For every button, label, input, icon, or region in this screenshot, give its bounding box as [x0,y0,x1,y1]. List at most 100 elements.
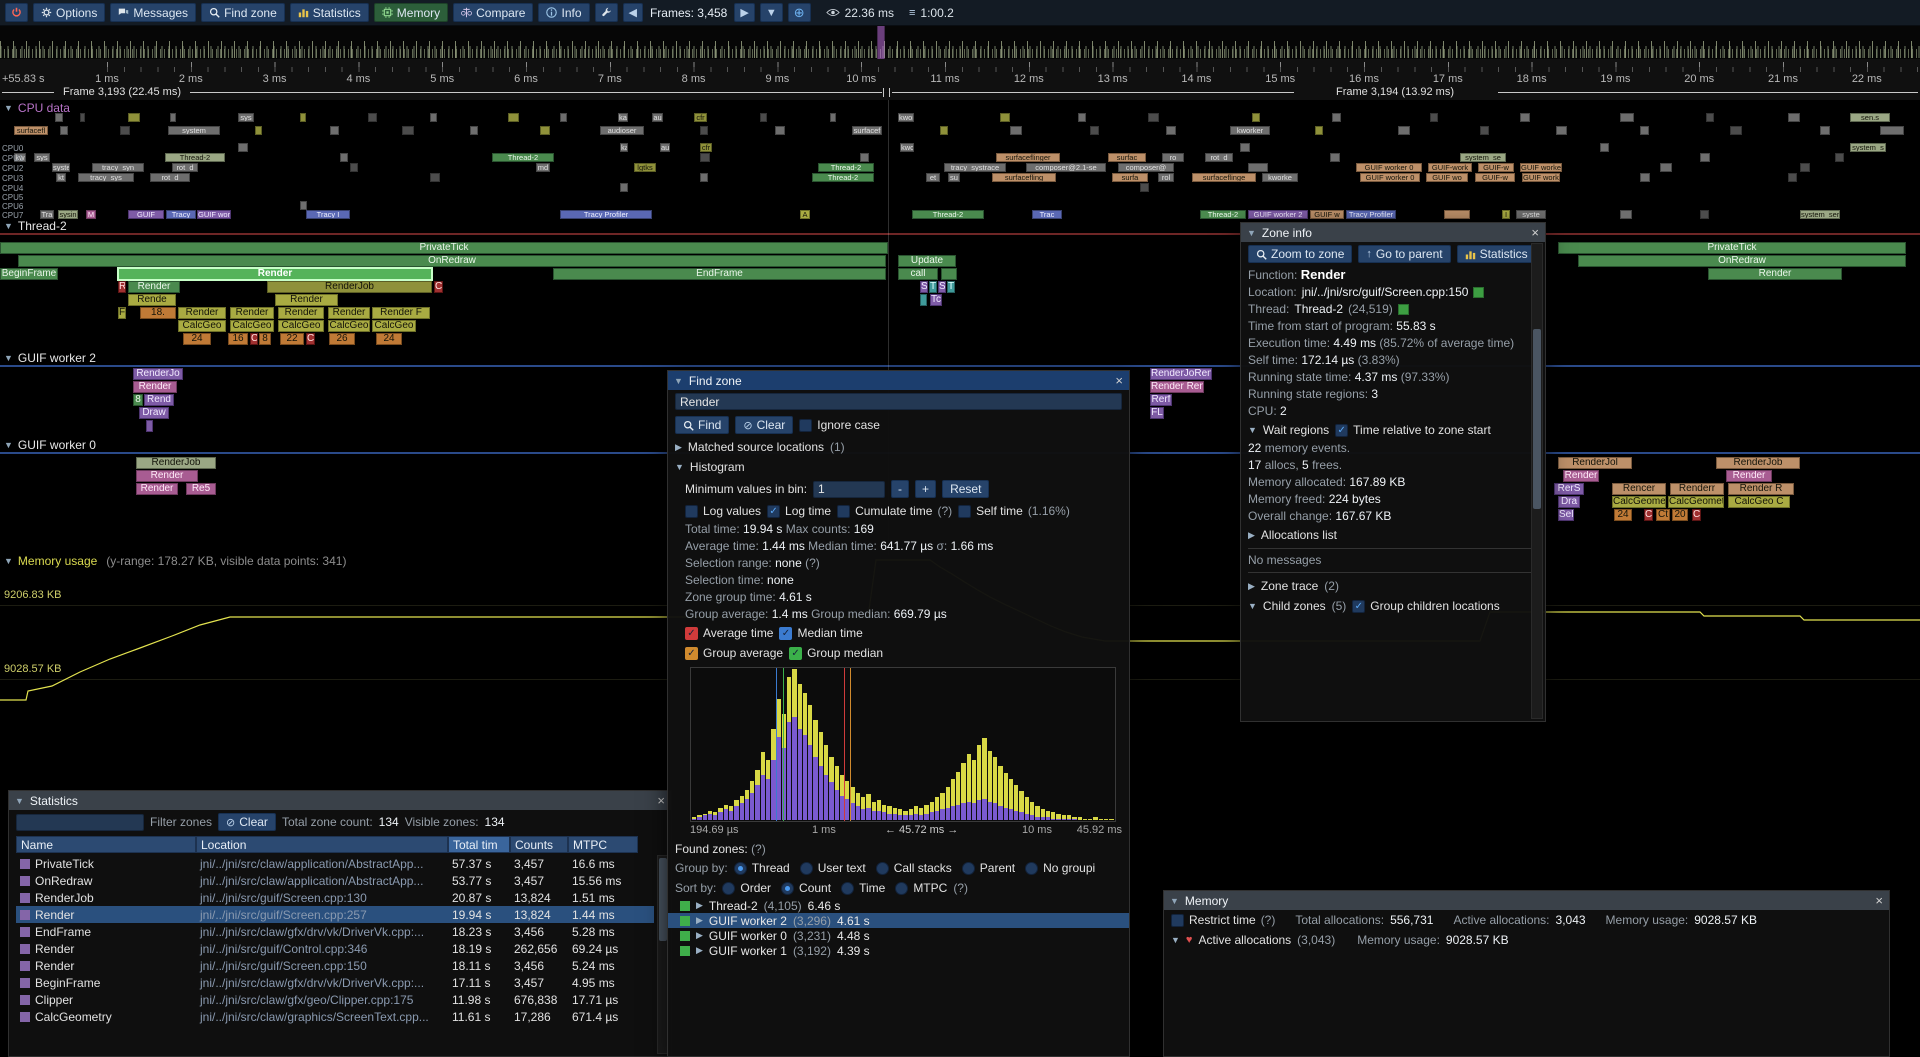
cpu-zone[interactable]: system_s [1850,143,1886,152]
cpu-zone[interactable] [1398,126,1410,135]
collapse-arrow-icon[interactable]: ▼ [4,556,13,566]
prev-frame-button[interactable]: ◀ [622,3,643,22]
zone-group-row[interactable]: ▶ GUIF worker 0 (3,231) 4.48 s [668,928,1129,943]
timeline-zone[interactable]: Draw [139,407,169,419]
cpu-zone[interactable] [1800,163,1810,172]
find-button[interactable]: Find [675,416,730,434]
timeline-zone[interactable]: PrivateTick [0,242,888,254]
cpu-zone[interactable]: Tracy Profiler [560,210,652,219]
close-icon[interactable]: × [1531,225,1539,240]
cpu-zone[interactable]: et [926,173,940,182]
timeline-zone[interactable]: Render [136,470,198,482]
stats-row[interactable]: Render jni/../jni/src/guif/Control.cpp:34… [16,940,654,957]
stats-button[interactable]: Statistics [289,3,369,22]
cpu-zone[interactable] [1315,126,1323,135]
timeline-zone[interactable]: Renderr [1670,483,1724,495]
min-bin-decrease-button[interactable]: - [891,480,910,498]
timeline-zone[interactable]: 26 [329,333,355,345]
timeline-zone[interactable]: CalcGeo [278,320,324,332]
cpu-zone[interactable]: Tra [40,210,54,219]
zone-group-row[interactable]: ▶ Thread-2 (4,105) 6.46 s [668,898,1129,913]
gear-button[interactable]: Options [33,3,106,22]
cpu-zone[interactable]: GUIF [128,210,164,219]
cpu-zone[interactable] [1835,153,1844,162]
timeline-zone[interactable]: 8 [133,394,143,406]
search-input[interactable] [675,393,1122,410]
legend-checkbox-1[interactable]: Median time [779,626,863,640]
cpu-zone[interactable] [340,153,348,162]
zone-statistics-button[interactable]: Statistics [1456,245,1536,263]
cpu-zone[interactable] [1640,126,1649,135]
timeline-zone[interactable]: Render [328,307,370,319]
cpu-zone[interactable]: GUIF wo [1426,173,1468,182]
cpu-zone[interactable] [1140,183,1149,192]
cpu-zone[interactable]: Thread-2 [812,173,874,182]
cpu-zone[interactable]: GUIF w [1310,210,1344,219]
cpu-zone[interactable]: tracy_syn [92,163,144,172]
timeline-zone[interactable]: call [898,268,938,280]
reset-button[interactable]: Reset [942,480,990,498]
cpu-zone[interactable] [255,126,262,135]
cpu-zone[interactable] [1444,210,1470,219]
close-icon[interactable]: × [1115,373,1123,388]
timeline-zone[interactable]: FL [1150,407,1164,419]
log-time-checkbox[interactable]: Log time [767,504,831,518]
allocations-list-toggle[interactable]: ▶ Allocations list [1241,525,1545,545]
timeline-zone[interactable]: C [250,333,258,345]
cpu-zone[interactable] [300,113,306,122]
stats-row[interactable]: Render jni/../jni/src/guif/Screen.cpp:257… [16,906,654,923]
cpu-zone[interactable]: cfr [700,143,712,152]
cpu-zone[interactable]: Thread-2 [818,163,874,172]
cpu-zone[interactable] [402,126,414,135]
cpu-zone[interactable]: lgtks [634,163,656,172]
legend-checkbox-2[interactable]: Group average [685,646,783,660]
cpu-zone[interactable]: Thread-2 [492,153,554,162]
timeline-zone[interactable]: 24 [183,333,211,345]
timeline-zone[interactable]: 18. [140,307,176,319]
timeline-zone[interactable]: 20 [1672,509,1688,521]
cpu-zone[interactable] [1820,126,1830,135]
timeline-zone[interactable]: CalcGeomet [1668,496,1724,508]
cpu-zone[interactable] [430,113,437,122]
cpu-zone[interactable] [1640,173,1650,182]
cpu-zone[interactable] [1148,113,1159,122]
cpu-zone[interactable]: Tracy [166,210,196,219]
histogram[interactable] [690,667,1116,822]
cpu-zone[interactable]: GUIF worker 0 [1360,173,1420,182]
timeline-zone[interactable]: RenderJo [133,368,183,380]
cpu-zone[interactable]: system_ser [1800,210,1840,219]
cpu-zone[interactable] [1620,210,1632,219]
timeline-zone[interactable]: Render [178,307,226,319]
cpu-zone[interactable] [700,153,710,162]
cpu-zone[interactable] [1556,126,1567,135]
cpu-zone[interactable] [1730,126,1742,135]
timeline-zone[interactable]: Render [230,307,274,319]
timeline-zone[interactable]: Re5 [186,483,216,495]
stats-row[interactable]: CalcGeometry jni/../jni/src/claw/graphics… [16,1008,654,1025]
wait-regions-toggle[interactable]: ▼ Wait regions Time relative to zone start [1241,420,1545,440]
cpu-zone[interactable] [1480,126,1489,135]
timeline-zone[interactable]: Rerf [1150,394,1172,406]
zone-trace-toggle[interactable]: ▶ Zone trace (2) [1241,576,1545,596]
active-allocations-toggle[interactable]: ▼ ♥ Active allocations (3,043) Memory usage:… [1164,930,1889,950]
radio-group-2[interactable]: Call stacks [875,861,952,875]
min-bin-input[interactable] [813,480,886,498]
collapse-arrow-icon[interactable]: ▼ [4,103,13,113]
radio-sort-2[interactable]: Time [841,881,885,895]
timeline-zone[interactable]: Render [118,268,432,280]
cpu-zone[interactable] [1788,173,1797,182]
cpu-zone[interactable]: sys [34,153,50,162]
cpu-zone[interactable]: surfacefl [14,126,48,135]
cpu-zone[interactable] [1330,153,1340,162]
cpu-zone[interactable]: rot_d [150,173,190,182]
cpu-zone[interactable] [940,126,948,135]
cpu-zone[interactable]: audioser [600,126,644,135]
zone-info-scrollbar[interactable] [1531,243,1543,719]
timeline-zone[interactable]: S [920,281,928,293]
column-header[interactable]: Total tim [448,836,510,853]
cpu-zone[interactable]: syste [1516,210,1546,219]
cpu-zone[interactable] [238,143,248,152]
compare-button[interactable]: Compare [453,3,534,22]
matched-locations-toggle[interactable]: ▶ Matched source locations (1) [668,437,1129,457]
power-button[interactable] [5,3,28,22]
